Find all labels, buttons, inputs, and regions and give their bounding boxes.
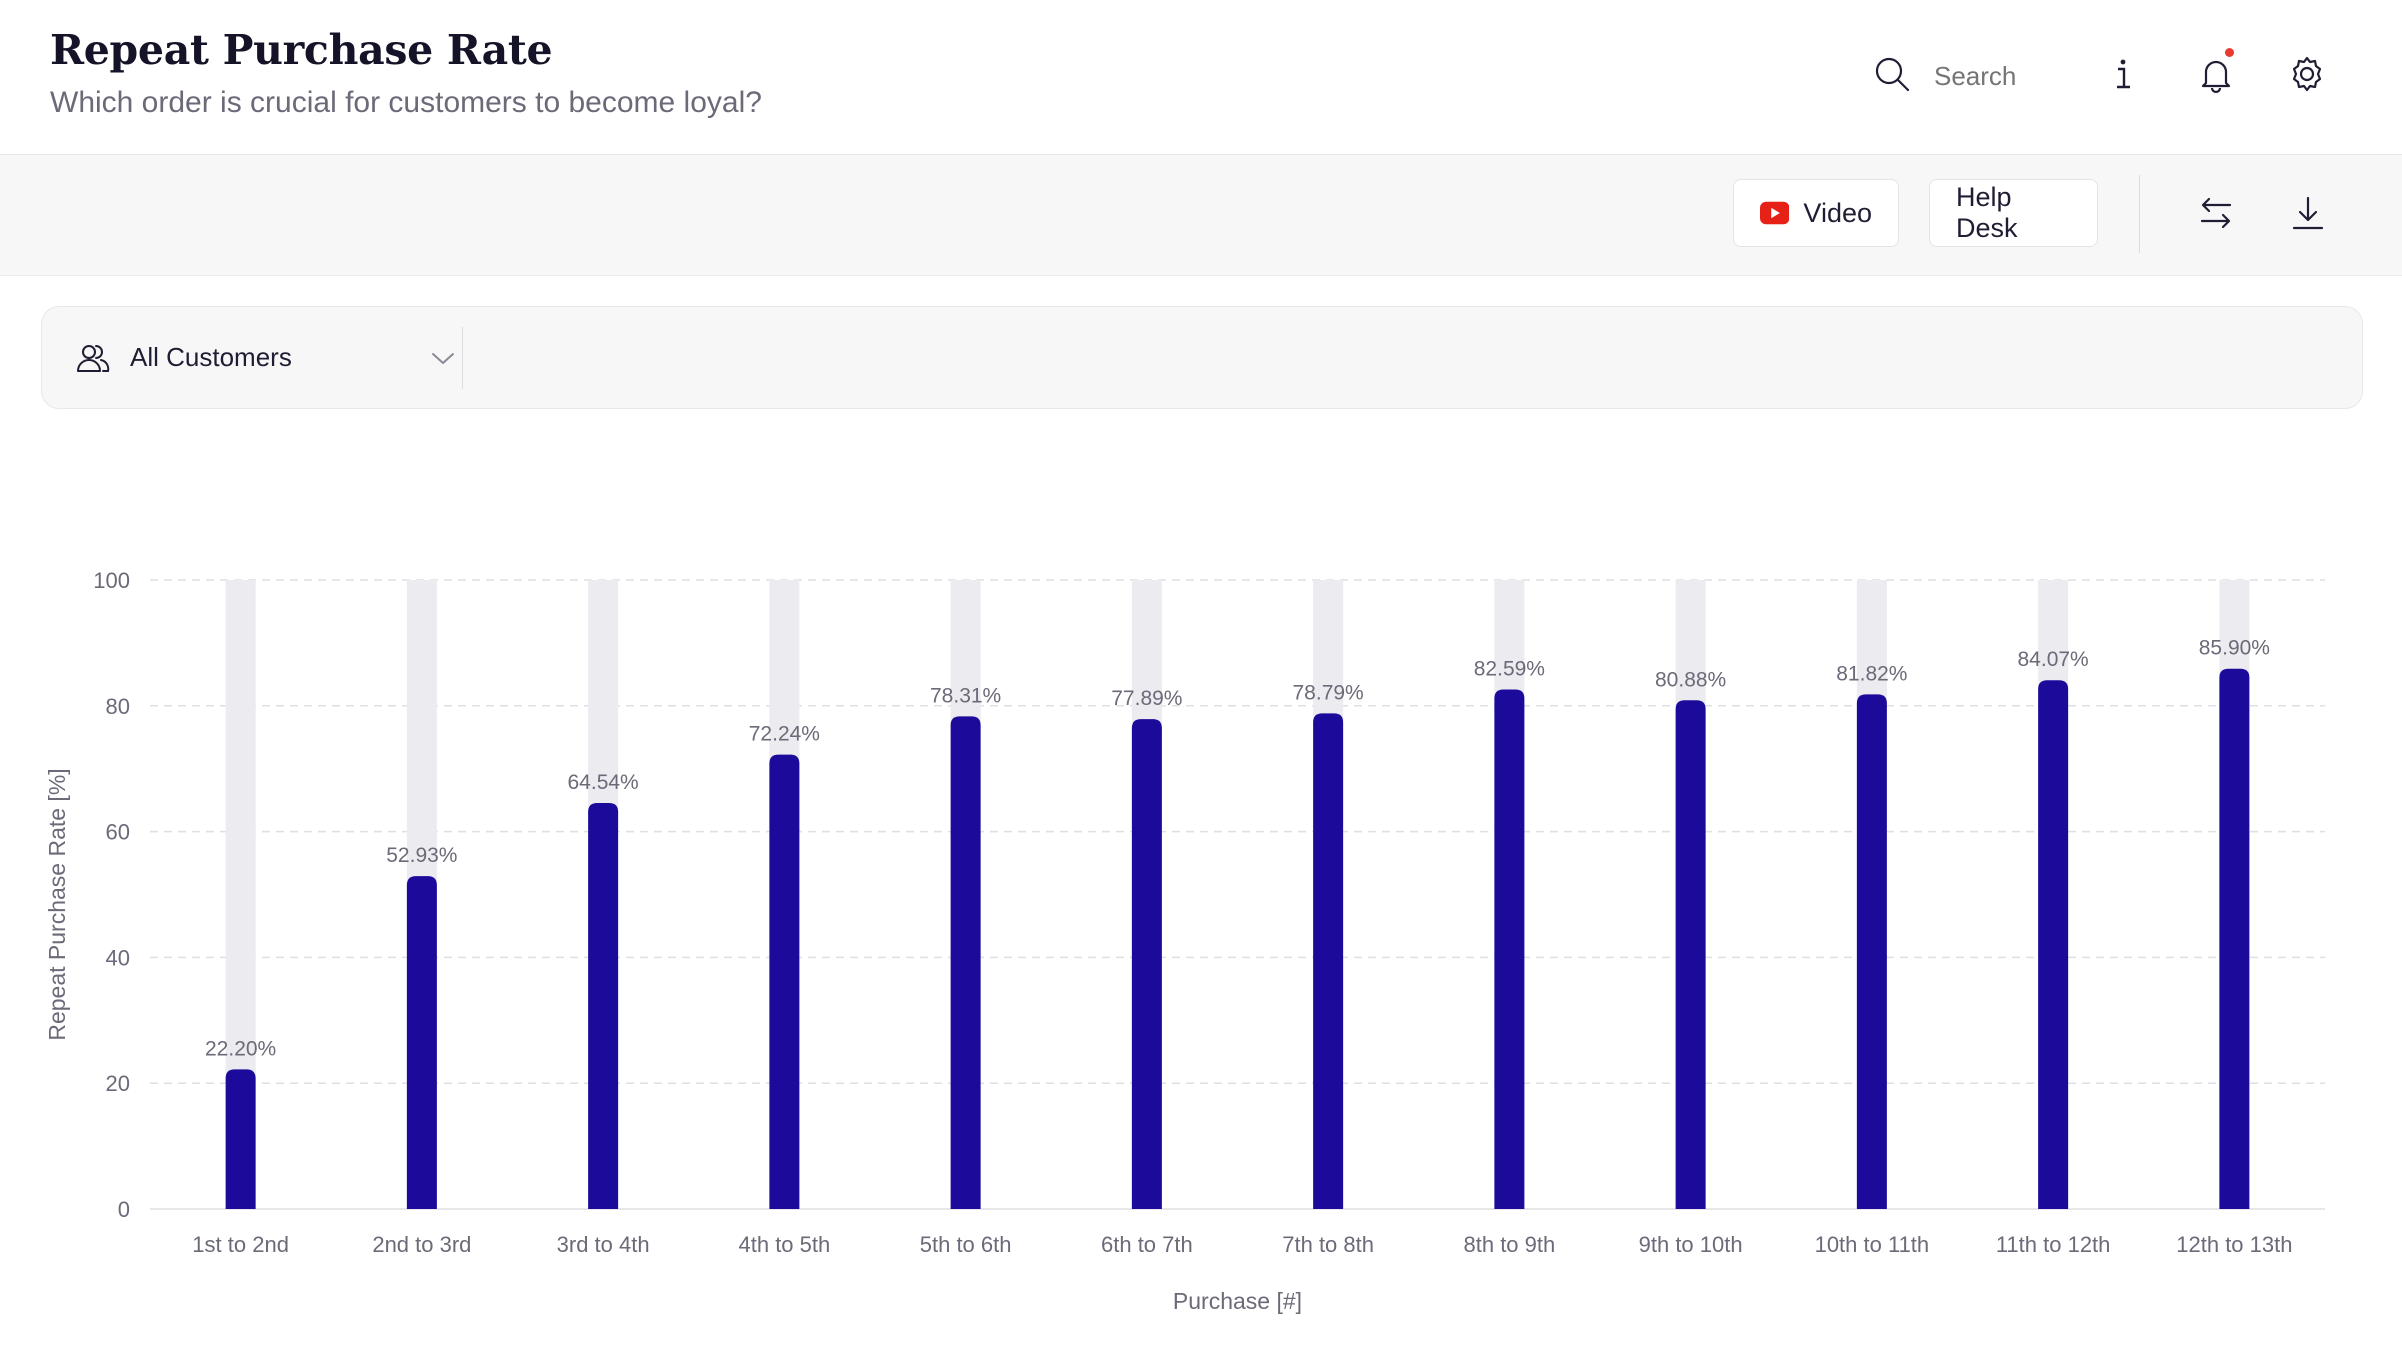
search-input[interactable]: [1934, 60, 2064, 92]
bar: [1313, 713, 1344, 1209]
x-tick-label: 9th to 10th: [1639, 1232, 1743, 1257]
bar: [769, 754, 800, 1209]
x-tick-label: 4th to 5th: [739, 1232, 831, 1257]
repeat-purchase-chart: 0 20 40 60 80 100 22.20% 1st to 2nd 52.93% 2nd to…: [0, 540, 2402, 1350]
x-tick-label: 8th to 9th: [1464, 1232, 1556, 1257]
filter-divider: [462, 327, 463, 389]
chart-canvas: 0 20 40 60 80 100 22.20% 1st to 2nd 52.93% 2nd to…: [44, 568, 2325, 1314]
y-tick-label: 20: [106, 1071, 130, 1096]
bar-data-label: 78.31%: [930, 684, 1001, 707]
gear-icon[interactable]: [2285, 52, 2329, 96]
bar-data-label: 72.24%: [749, 723, 820, 746]
toolbar: Video Help Desk: [0, 155, 2402, 276]
y-axis-title: Repeat Purchase Rate [%]: [44, 768, 70, 1040]
bar-data-label: 81.82%: [1836, 662, 1907, 685]
x-tick-label: 3rd to 4th: [557, 1232, 650, 1257]
help-desk-button-label: Help Desk: [1956, 182, 2018, 243]
video-button[interactable]: Video: [1733, 179, 1899, 247]
y-tick-label: 40: [106, 945, 130, 970]
y-tick-label: 0: [118, 1197, 130, 1222]
bar: [1675, 700, 1706, 1209]
compare-arrows-icon[interactable]: [2194, 191, 2238, 235]
bar-data-label: 80.88%: [1655, 668, 1726, 691]
youtube-icon: [1760, 201, 1790, 225]
help-desk-button[interactable]: Help Desk: [1929, 179, 2098, 247]
y-tick-label: 80: [106, 694, 130, 719]
bar: [225, 1069, 256, 1209]
video-button-label: Video: [1803, 197, 1872, 228]
bar-data-label: 84.07%: [2018, 648, 2089, 671]
y-tick-label: 100: [93, 568, 130, 593]
bar-data-label: 64.54%: [568, 771, 639, 794]
x-tick-label: 10th to 11th: [1815, 1232, 1930, 1257]
customers-icon: [77, 344, 110, 372]
x-tick-label: 12th to 13th: [2176, 1232, 2292, 1257]
page-title: Repeat Purchase Rate: [50, 26, 553, 74]
page-subtitle: Which order is crucial for customers to …: [50, 86, 762, 119]
page-header: Repeat Purchase Rate Which order is cruc…: [0, 0, 2402, 155]
y-tick-label: 60: [106, 820, 130, 845]
chevron-down-icon: [432, 353, 454, 364]
bar: [950, 716, 981, 1209]
bar-data-label: 22.20%: [205, 1037, 276, 1060]
bar: [2219, 668, 2250, 1209]
bar: [406, 876, 437, 1209]
bar: [1494, 689, 1525, 1209]
info-icon[interactable]: [2101, 52, 2145, 96]
bar: [1856, 694, 1887, 1209]
x-tick-label: 6th to 7th: [1101, 1232, 1193, 1257]
bar: [588, 803, 619, 1209]
filter-bar: All Customers: [41, 306, 2363, 409]
x-tick-label: 1st to 2nd: [192, 1232, 289, 1257]
bar-data-label: 77.89%: [1111, 687, 1182, 710]
search-box[interactable]: [1872, 52, 2064, 100]
bar-data-label: 78.79%: [1293, 681, 1364, 704]
bar-data-label: 52.93%: [386, 844, 457, 867]
x-tick-label: 7th to 8th: [1282, 1232, 1374, 1257]
x-tick-label: 2nd to 3rd: [372, 1232, 471, 1257]
customer-segment-label: All Customers: [130, 342, 292, 372]
notification-dot: [2225, 48, 2234, 57]
bar: [1131, 719, 1162, 1209]
download-icon[interactable]: [2286, 191, 2330, 235]
bar-data-label: 85.90%: [2199, 637, 2270, 660]
bar-data-label: 82.59%: [1474, 658, 1545, 681]
notification-bell-icon[interactable]: [2194, 48, 2238, 96]
x-tick-label: 5th to 6th: [920, 1232, 1012, 1257]
x-tick-label: 11th to 12th: [1996, 1232, 2111, 1257]
bar: [2038, 680, 2069, 1209]
customer-segment-select[interactable]: All Customers: [76, 307, 454, 408]
toolbar-divider: [2139, 175, 2140, 253]
search-icon[interactable]: [1872, 54, 1912, 99]
x-axis-title: Purchase [#]: [1173, 1288, 1302, 1314]
